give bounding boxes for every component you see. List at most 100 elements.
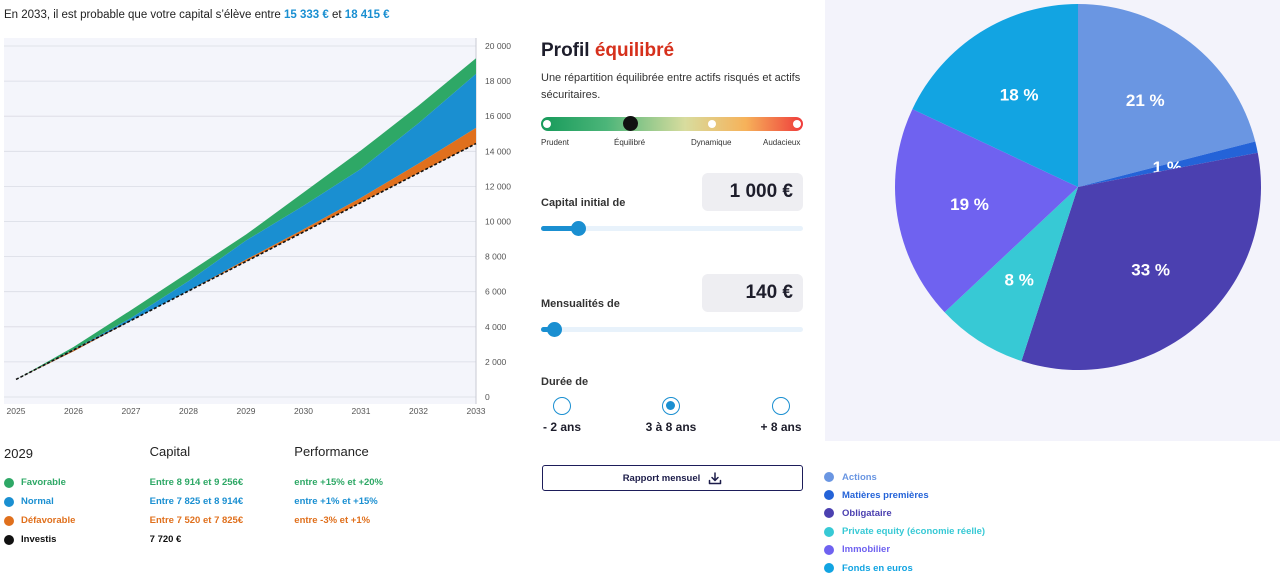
capital-slider-thumb[interactable] xyxy=(570,221,586,236)
pie-slice xyxy=(895,109,1078,313)
legend-item-actions: Actions xyxy=(824,468,985,486)
duration-option-medium[interactable]: 3 à 8 ans xyxy=(645,420,697,434)
duration-option-short[interactable]: - 2 ans xyxy=(542,420,581,434)
pie-slice xyxy=(1078,4,1256,187)
row-capital: Entre 7 520 et 7 825€ xyxy=(149,515,244,526)
row-name: Défavorable xyxy=(21,515,76,526)
monthly-label: Mensualités de xyxy=(541,298,620,310)
table-row-defavorable: Défavorable Entre 7 520 et 7 825€ entre … xyxy=(4,511,404,530)
row-capital: Entre 7 825 et 8 914€ xyxy=(149,496,244,507)
table-year: 2029 xyxy=(4,445,33,461)
projection-chart: 0 2 000 4 000 6 000 8 000 10 000 12 000 14 000 1… xyxy=(4,38,514,420)
y-tick-label: 2 000 xyxy=(485,357,507,367)
pie-slice-label: 8 % xyxy=(1005,271,1034,290)
capital-value-field[interactable]: 1 000 € xyxy=(702,173,803,211)
x-tick-label: 2025 xyxy=(7,406,26,416)
capital-slider[interactable] xyxy=(541,221,803,236)
legend-label: Fonds en euros xyxy=(842,562,913,574)
legend-label: Matières premières xyxy=(842,489,929,501)
y-tick-label: 10 000 xyxy=(485,217,511,227)
duration-label: Durée de xyxy=(541,376,589,388)
y-tick-label: 14 000 xyxy=(485,146,511,156)
pie-slice xyxy=(912,4,1078,187)
legend-item-matieres: Matières premières xyxy=(824,486,985,504)
table-capital-header: Capital xyxy=(149,444,191,459)
report-button-label: Rapport mensuel xyxy=(622,472,701,484)
risk-label-audacieux: Audacieux xyxy=(763,138,801,147)
summary-middle: et xyxy=(332,9,342,21)
row-performance: entre +1% et +15% xyxy=(294,496,378,507)
profile-description: Une répartition équilibrée entre actifs … xyxy=(541,72,801,101)
legend-dot xyxy=(824,563,834,574)
risk-label-dynamique: Dynamique xyxy=(691,138,732,147)
legend-dot xyxy=(824,490,834,501)
table-row-investis: Investis 7 720 € xyxy=(4,530,404,549)
duration-radio-medium[interactable] xyxy=(662,397,680,415)
profile-section: Profil équilibré Une répartition équilib… xyxy=(541,40,805,104)
legend-item-immobilier: Immobilier xyxy=(824,541,985,559)
legend-item-private-equity: Private equity (économie réelle) xyxy=(824,523,985,541)
scenario-table-header: 2029 Capital Performance xyxy=(4,444,404,462)
row-name: Normal xyxy=(21,496,54,507)
legend-item-obligataire: Obligataire xyxy=(824,504,985,522)
risk-profile-slider[interactable] xyxy=(541,116,803,131)
y-tick-label: 20 000 xyxy=(485,41,511,51)
normal-dot xyxy=(4,496,14,507)
capital-label: Capital initial de xyxy=(541,197,626,209)
risk-stop-equilibre[interactable] xyxy=(623,116,638,131)
profile-title: Profil équilibré xyxy=(541,40,805,62)
row-capital: 7 720 € xyxy=(149,534,182,545)
scenario-table: 2029 Capital Performance Favorable Entre… xyxy=(4,444,404,549)
legend-dot xyxy=(824,508,834,519)
table-performance-header: Performance xyxy=(294,444,369,459)
summary-high-value: 18 415 € xyxy=(344,9,390,21)
risk-stop-dynamique[interactable] xyxy=(708,120,716,128)
duration-radio-short[interactable] xyxy=(553,397,571,415)
table-row-favorable: Favorable Entre 8 914 et 9 256€ entre +1… xyxy=(4,473,404,492)
monthly-slider-thumb[interactable] xyxy=(547,322,563,337)
risk-label-equilibre: Équilibré xyxy=(614,138,646,147)
pie-slice-label: 21 % xyxy=(1126,91,1165,110)
x-tick-label: 2028 xyxy=(179,406,198,416)
y-tick-label: 12 000 xyxy=(485,181,511,191)
y-tick-label: 0 xyxy=(485,392,490,402)
summary-low-value: 15 333 € xyxy=(284,9,329,21)
row-name: Investis xyxy=(21,534,57,545)
allocation-pie-chart: 21 %1 %33 %8 %19 %18 % xyxy=(895,4,1261,370)
monthly-slider[interactable] xyxy=(541,322,803,337)
download-icon xyxy=(709,471,722,484)
x-tick-label: 2033 xyxy=(467,406,486,416)
y-tick-label: 4 000 xyxy=(485,322,507,332)
risk-stop-audacieux[interactable] xyxy=(793,120,801,128)
y-tick-label: 18 000 xyxy=(485,76,511,86)
projection-chart-svg: 0 2 000 4 000 6 000 8 000 10 000 12 000 14 000 1… xyxy=(4,38,511,416)
legend-label: Immobilier xyxy=(842,544,891,556)
legend-label: Actions xyxy=(842,471,877,483)
row-capital: Entre 8 914 et 9 256€ xyxy=(149,477,244,488)
pie-slice-label: 19 % xyxy=(950,195,989,214)
pie-slice xyxy=(1078,141,1258,187)
duration-radio-long[interactable] xyxy=(772,397,790,415)
row-performance: entre +15% et +20% xyxy=(294,477,384,488)
monthly-value-field[interactable]: 140 € xyxy=(702,274,803,312)
profile-title-accent: équilibré xyxy=(594,40,675,61)
x-tick-label: 2032 xyxy=(409,406,428,416)
monthly-report-button[interactable]: Rapport mensuel xyxy=(542,465,803,491)
capital-slider-fill xyxy=(541,226,578,231)
legend-dot xyxy=(824,526,834,537)
pie-slice-label: 18 % xyxy=(1000,85,1039,104)
risk-stop-prudent[interactable] xyxy=(543,120,551,128)
x-tick-label: 2031 xyxy=(352,406,371,416)
y-tick-label: 6 000 xyxy=(485,287,507,297)
profile-title-prefix: Profil xyxy=(541,40,590,61)
legend-dot xyxy=(824,544,834,555)
x-tick-label: 2027 xyxy=(122,406,141,416)
defavorable-dot xyxy=(4,515,14,526)
x-tick-label: 2030 xyxy=(294,406,313,416)
row-name: Favorable xyxy=(21,477,66,488)
investis-line xyxy=(15,142,477,381)
summary-prefix: En 2033, il est probable que votre capit… xyxy=(4,9,281,21)
duration-option-long[interactable]: + 8 ans xyxy=(760,420,802,434)
allocation-pie-panel: 21 % 1 % 33 % 8 % 19 % 18 % xyxy=(825,0,1280,441)
risk-labels: Prudent Équilibré Dynamique Audacieux xyxy=(541,138,803,150)
